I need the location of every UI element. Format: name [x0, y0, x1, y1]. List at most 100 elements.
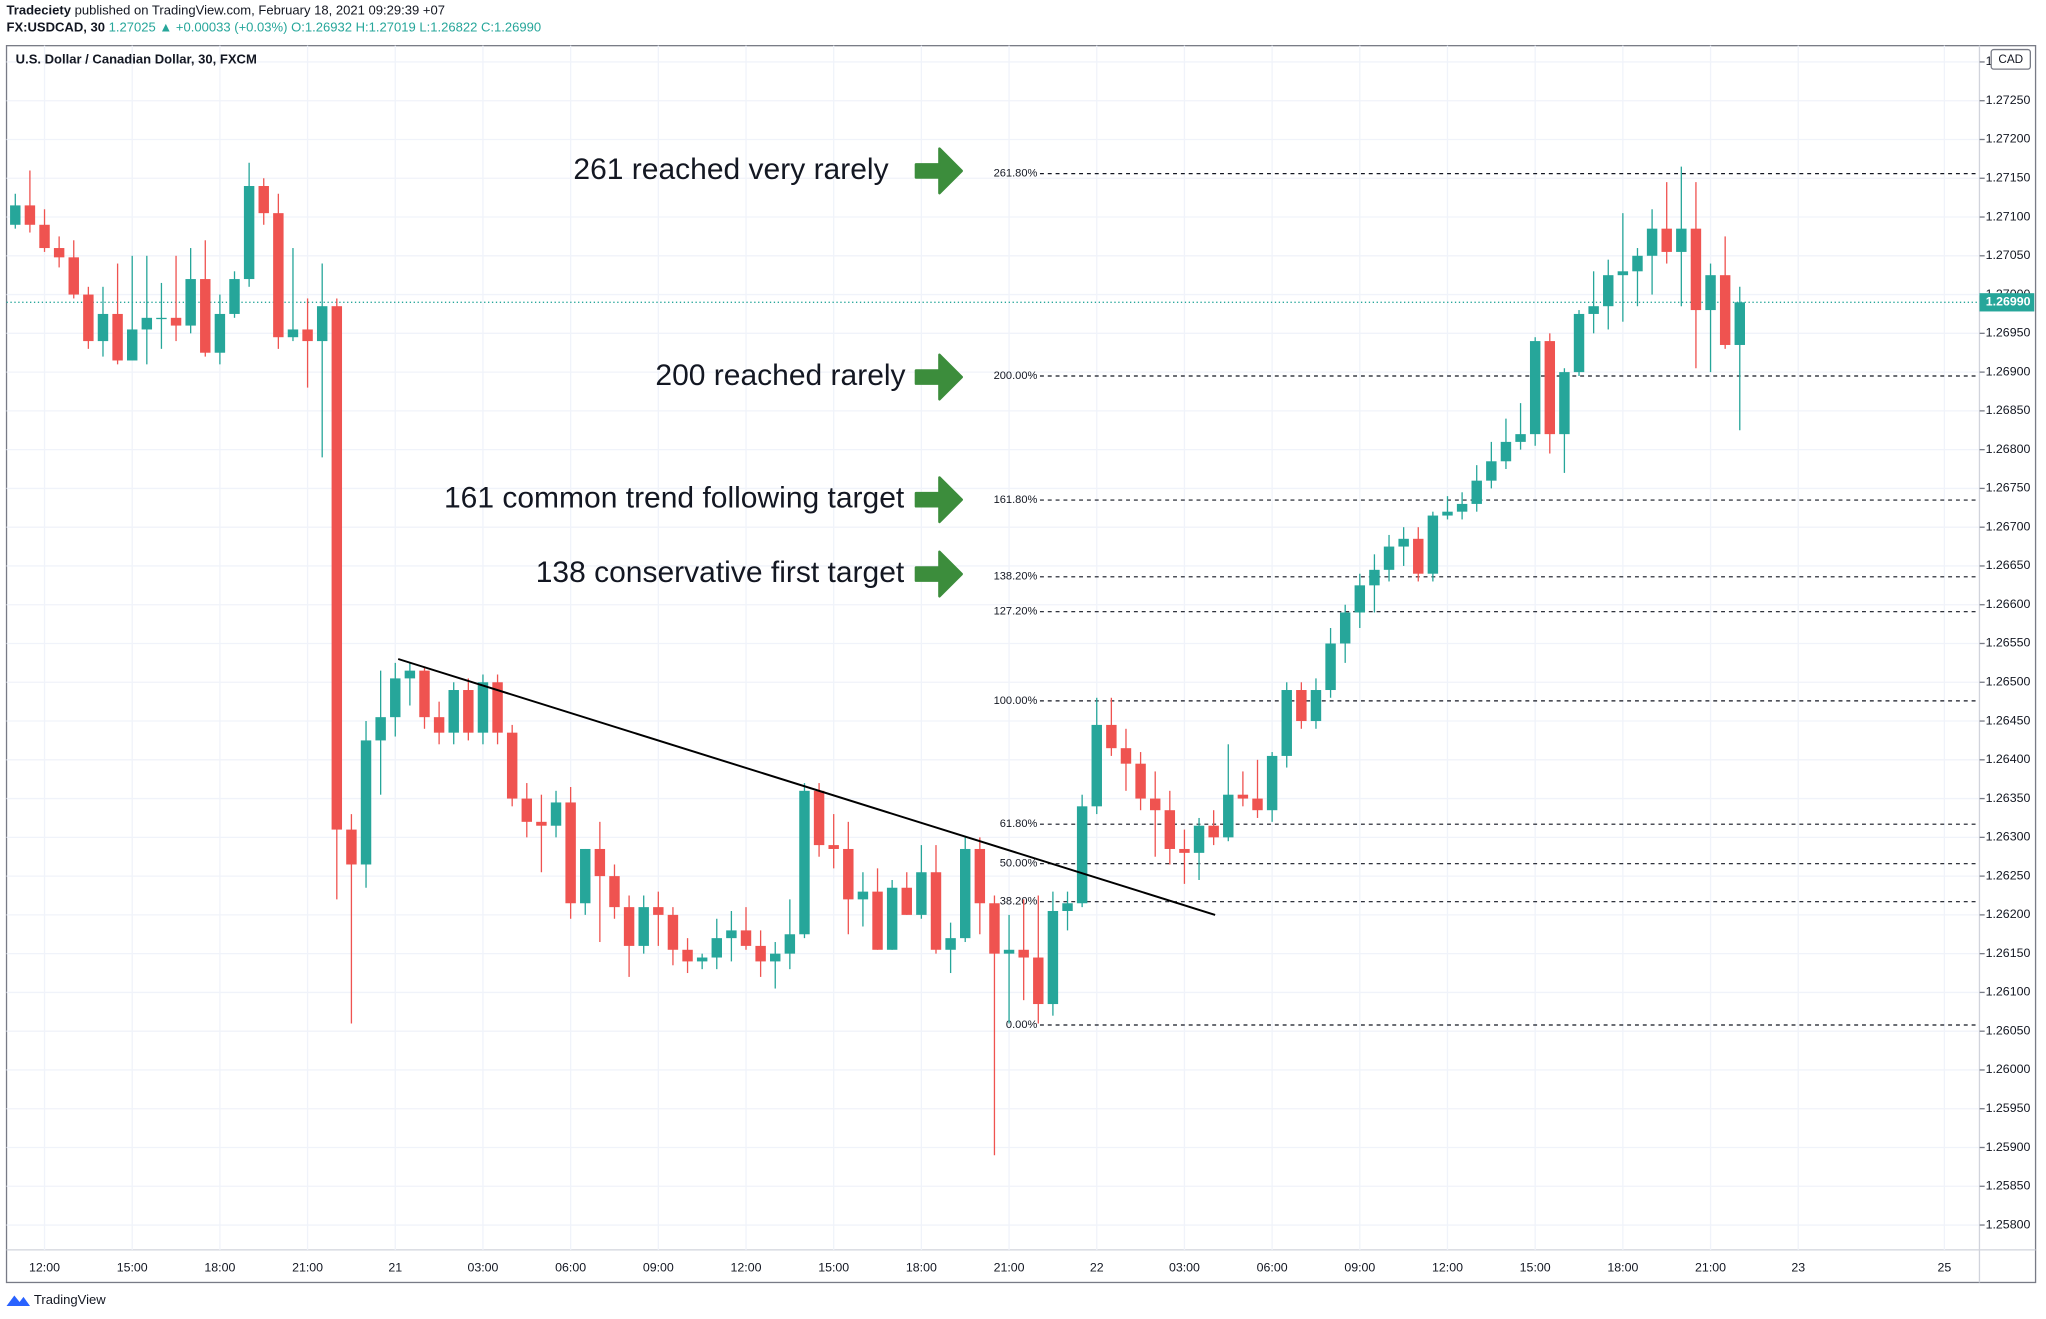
y-tick-label: 1.26050: [1986, 1023, 2031, 1037]
trendline: [397, 658, 1216, 916]
candle-body: [287, 329, 299, 338]
candle-body: [1500, 441, 1512, 462]
currency: CAD: [1998, 53, 2023, 66]
candle-body: [916, 872, 927, 915]
fib-label: 50.00%: [1000, 858, 1038, 870]
x-tick-label: 09:00: [643, 1260, 674, 1274]
x-tick-label: 06:00: [555, 1260, 586, 1274]
y-tick-label: 1.25800: [1986, 1217, 2031, 1231]
candle-body: [1471, 480, 1482, 504]
y-tick-label: 1.26200: [1986, 907, 2031, 921]
candle-body: [433, 717, 445, 733]
candle-body: [1559, 372, 1570, 435]
candle-body: [974, 848, 986, 904]
candle-body: [740, 930, 752, 946]
y-tick-label: 1.26650: [1986, 558, 2031, 572]
close: C:1.26990: [481, 20, 541, 35]
price-label-box: [1979, 293, 2035, 312]
y-tick-label: 1.26850: [1986, 403, 2031, 417]
x-tick-label: 25: [1937, 1260, 1951, 1274]
fib-label: 200.00%: [994, 370, 1038, 382]
y-tick-label: 1.26950: [1986, 326, 2031, 340]
candle-body: [1719, 275, 1731, 345]
candle-body: [258, 186, 269, 214]
candle-body: [1252, 798, 1263, 811]
candle-body: [594, 848, 606, 877]
author: Tradeciety: [7, 3, 72, 18]
candle-body: [200, 279, 211, 353]
y-tick-label: 1.25950: [1986, 1101, 2031, 1115]
candle-body: [1661, 228, 1672, 252]
candle-body: [1266, 755, 1278, 811]
y-tick-label: 1.26500: [1986, 675, 2031, 689]
price-label: 1.26990: [1986, 295, 2031, 309]
candle-body: [1179, 848, 1190, 853]
candle-body: [170, 317, 182, 326]
y-tick-label: 1.26000: [1986, 1062, 2031, 1076]
candle-body: [375, 717, 386, 741]
candle-body: [316, 306, 328, 342]
candle-body: [799, 790, 810, 935]
candle-body: [1529, 341, 1541, 435]
candle-body: [39, 224, 50, 249]
x-tick-label: 18:00: [204, 1260, 235, 1274]
candle-body: [1442, 511, 1453, 516]
fib-label: 127.20%: [994, 606, 1038, 618]
brand: TradingView: [34, 1292, 106, 1307]
candle-body: [477, 682, 489, 733]
y-tick-label: 1.26800: [1986, 442, 2031, 456]
y-tick-label: 1.27200: [1986, 132, 2031, 146]
fib-label: 61.80%: [1000, 818, 1038, 830]
annotation-arrow: [914, 476, 963, 524]
candle-body: [1062, 903, 1073, 912]
x-tick-label: 18:00: [906, 1260, 937, 1274]
candle-body: [872, 891, 883, 950]
annotation-arrow: [914, 353, 963, 401]
y-tick-label: 1.27250: [1986, 93, 2031, 107]
candle-body: [185, 279, 196, 326]
candle-body: [1193, 825, 1205, 853]
candle-body: [1135, 763, 1146, 799]
logo: TradingView: [6, 1292, 106, 1307]
candle-body: [989, 903, 1000, 954]
candle-body: [1369, 569, 1380, 586]
x-tick-label: 21:00: [1695, 1260, 1726, 1274]
y-tick-label: 1.27050: [1986, 248, 2031, 262]
x-tick-label: 12:00: [29, 1260, 60, 1274]
x-tick-label: 21: [388, 1260, 402, 1274]
candle-body: [419, 670, 430, 718]
x-tick-label: 21:00: [994, 1260, 1025, 1274]
candle-body: [901, 887, 912, 915]
candle-body: [1296, 690, 1307, 722]
candle-body: [97, 313, 109, 342]
candle-body: [930, 872, 942, 950]
candle-body: [1690, 228, 1702, 311]
candle-body: [536, 821, 547, 826]
candle-body: [886, 887, 898, 950]
candle-body: [463, 690, 474, 733]
candle-body: [580, 848, 591, 904]
candle-body: [346, 829, 357, 865]
candle-body: [682, 949, 693, 962]
high: H:1.27019: [356, 20, 416, 35]
y-tick-label: 1.26100: [1986, 985, 2031, 999]
x-tick-label: 21:00: [292, 1260, 323, 1274]
frame: [5, 45, 2037, 1284]
candle-body: [1223, 794, 1234, 838]
candle-body: [1018, 949, 1029, 958]
candle-body: [843, 848, 854, 900]
candle-body: [448, 690, 459, 733]
x-tick-label: 18:00: [1607, 1260, 1638, 1274]
logo-icon: [6, 1295, 31, 1306]
candle-body: [755, 945, 766, 962]
candle-body: [1603, 275, 1614, 307]
low: L:1.26822: [419, 20, 477, 35]
candle-body: [1588, 306, 1599, 314]
candle-body: [711, 938, 722, 958]
published: published on TradingView.com, February 1…: [75, 3, 445, 18]
currency-box[interactable]: [1990, 48, 2031, 70]
annotation: 261 reached very rarely: [573, 153, 888, 186]
candle-body: [565, 802, 576, 904]
